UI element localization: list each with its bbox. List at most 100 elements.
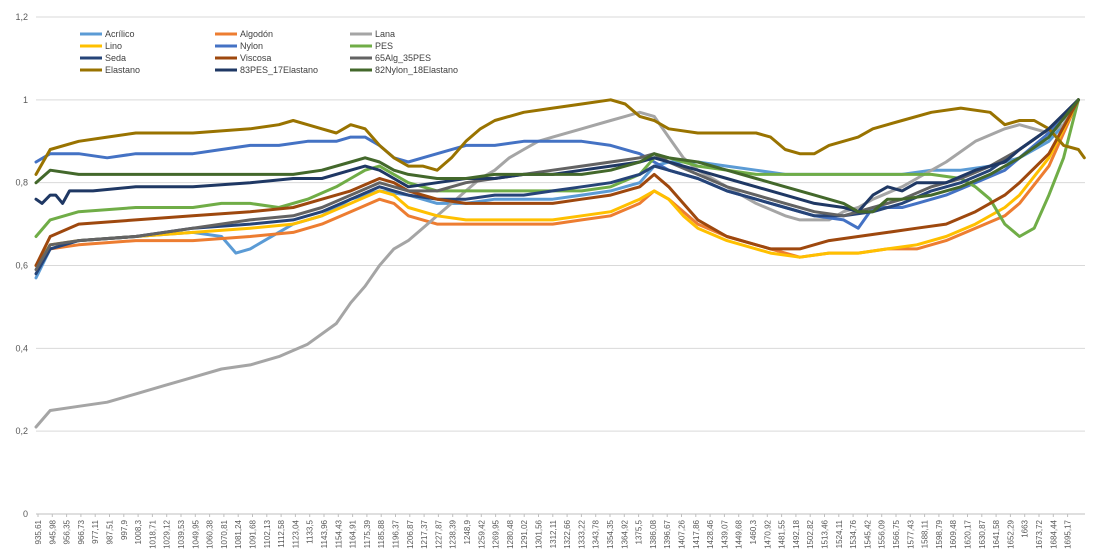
- x-tick-label: 1060,38: [206, 519, 215, 548]
- x-tick-label: 1652,29: [1006, 519, 1015, 548]
- legend-label: Lana: [375, 29, 395, 39]
- legend-label: Algodón: [240, 29, 273, 39]
- legend-label: Nylon: [240, 41, 263, 51]
- series-line-0: [34, 98, 1080, 280]
- legend-label: 65Alg_35PES: [375, 53, 431, 63]
- x-tick-label: 1091,68: [249, 519, 258, 548]
- legend-label: Seda: [105, 53, 126, 63]
- x-tick-label: 1102,13: [263, 519, 272, 548]
- x-tick-label: 1439,07: [720, 519, 729, 548]
- x-tick-label: 1259,42: [477, 519, 486, 548]
- x-tick-label: 1684,44: [1049, 519, 1058, 548]
- x-tick-label: 1029,12: [163, 519, 172, 548]
- legend: Acrílico Algodón Lana Lino Nylon PES Seda Visco…: [80, 29, 458, 75]
- x-tick-label: 1070,81: [220, 519, 229, 548]
- legend-label: Acrílico: [105, 29, 135, 39]
- series-line-10: [34, 98, 1080, 214]
- x-tick-label: 1481,55: [778, 519, 787, 548]
- x-tick-label: 1322,66: [563, 519, 572, 548]
- x-axis: 935,61 945,98 956,35 966,73 977,11 987,51 997,…: [34, 513, 1085, 549]
- x-tick-label: 945,98: [48, 519, 57, 544]
- x-tick-label: 1673,72: [1035, 519, 1044, 548]
- x-tick-label: 1008,3: [134, 519, 143, 544]
- x-tick-label: 1577,43: [906, 519, 915, 548]
- x-tick-label: 1039,53: [177, 519, 186, 548]
- x-tick-label: 1238,39: [449, 519, 458, 548]
- x-tick-label: 1460,3: [749, 519, 758, 544]
- x-tick-label: 1545,42: [863, 519, 872, 548]
- x-tick-label: 1386,08: [649, 519, 658, 548]
- x-tick-label: 1280,48: [506, 519, 515, 548]
- series-line-4: [34, 98, 1080, 230]
- series-line-6: [34, 98, 1080, 276]
- x-tick-label: 1396,67: [663, 519, 672, 548]
- x-tick-label: 1081,24: [234, 519, 243, 548]
- x-tick-label: 935,61: [34, 519, 43, 544]
- legend-label: 82Nylon_18Elastano: [375, 65, 458, 75]
- x-tick-label: 1428,46: [706, 519, 715, 548]
- x-tick-label: 987,51: [106, 519, 115, 544]
- x-tick-label: 1534,76: [849, 519, 858, 548]
- x-tick-label: 1143,96: [320, 519, 329, 548]
- legend-label: 83PES_17Elastano: [240, 65, 318, 75]
- x-tick-label: 1364,92: [620, 519, 629, 548]
- x-tick-label: 1663: [1021, 519, 1030, 537]
- x-tick-label: 1620,17: [964, 519, 973, 548]
- x-tick-label: 1175,39: [363, 519, 372, 548]
- x-tick-label: 1556,09: [878, 519, 887, 548]
- series-line-2: [34, 98, 1080, 429]
- legend-label: Elastano: [105, 65, 140, 75]
- x-tick-label: 1641,58: [992, 519, 1001, 548]
- series-line-9: [34, 98, 1086, 176]
- series-group: [34, 98, 1086, 429]
- x-tick-label: 1018,71: [148, 519, 157, 548]
- x-tick-label: 1375,5: [635, 519, 644, 544]
- y-tick-label: 0,8: [15, 178, 28, 188]
- x-tick-label: 1588,11: [921, 519, 930, 548]
- x-tick-label: 1598,79: [935, 519, 944, 548]
- x-tick-label: 1112,58: [277, 519, 286, 547]
- x-tick-label: 1312,11: [549, 519, 558, 548]
- x-tick-label: 1502,82: [806, 519, 815, 548]
- x-tick-label: 956,35: [63, 519, 72, 544]
- x-tick-label: 1566,75: [892, 519, 901, 548]
- y-tick-label: 1: [23, 95, 28, 105]
- x-tick-label: 1217,37: [420, 519, 429, 548]
- series-line-3: [34, 98, 1080, 267]
- x-tick-label: 1196,37: [392, 519, 401, 548]
- x-tick-label: 1154,43: [334, 519, 343, 548]
- y-tick-label: 0,2: [15, 426, 28, 436]
- legend-label: Viscosa: [240, 53, 271, 63]
- x-tick-label: 1354,35: [606, 519, 615, 548]
- y-tick-label: 0: [23, 509, 28, 519]
- x-tick-label: 977,11: [91, 519, 100, 543]
- legend-label: PES: [375, 41, 393, 51]
- x-tick-label: 1185,88: [377, 519, 386, 548]
- x-tick-label: 1513,46: [821, 519, 830, 548]
- x-tick-label: 1123,04: [291, 519, 300, 548]
- y-tick-label: 0,6: [15, 261, 28, 271]
- x-tick-label: 1449,68: [735, 519, 744, 548]
- x-tick-label: 1248,9: [463, 519, 472, 544]
- series-line-11: [34, 98, 1080, 214]
- x-tick-label: 997,9: [120, 519, 129, 540]
- x-tick-label: 1609,48: [949, 519, 958, 548]
- x-tick-label: 1470,92: [763, 519, 772, 548]
- x-tick-label: 1630,87: [978, 519, 987, 548]
- x-tick-label: 1301,56: [535, 519, 544, 548]
- x-tick-label: 1269,95: [492, 519, 501, 548]
- x-tick-label: 1291,02: [520, 519, 529, 548]
- x-tick-label: 1049,95: [191, 519, 200, 548]
- grid: [36, 16, 1085, 432]
- y-tick-label: 1,2: [15, 12, 28, 22]
- x-tick-label: 1492,18: [792, 519, 801, 548]
- x-tick-label: 1417,86: [692, 519, 701, 548]
- x-tick-label: 1227,87: [434, 519, 443, 548]
- x-tick-label: 1524,11: [835, 519, 844, 548]
- x-tick-label: 1164,91: [349, 519, 358, 548]
- x-tick-label: 1343,78: [592, 519, 601, 548]
- x-tick-label: 1407,26: [678, 519, 687, 548]
- x-tick-label: 1206,87: [406, 519, 415, 548]
